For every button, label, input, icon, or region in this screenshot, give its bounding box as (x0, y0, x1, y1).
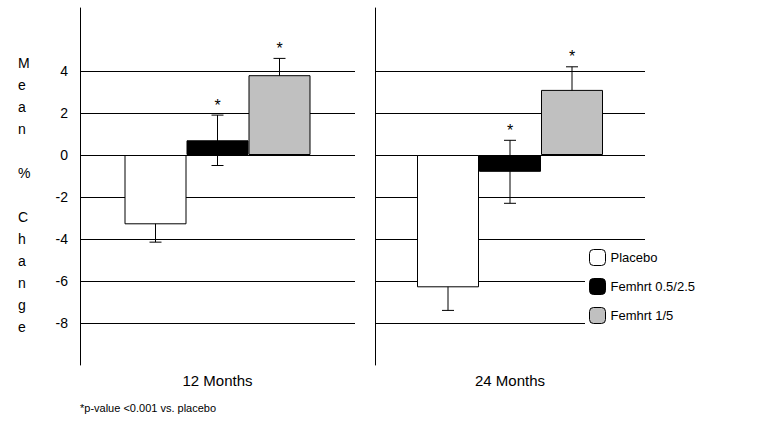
svg-text:*: * (276, 40, 282, 57)
svg-text:-4: -4 (56, 231, 69, 247)
svg-text:h: h (18, 231, 26, 247)
svg-text:n: n (18, 121, 26, 137)
svg-text:Femhrt 0.5/2.5: Femhrt 0.5/2.5 (611, 279, 696, 294)
svg-text:-8: -8 (56, 315, 69, 331)
svg-text:Femhrt 1/5: Femhrt 1/5 (611, 308, 674, 323)
svg-text:12 Months: 12 Months (182, 372, 252, 389)
svg-text:*: * (507, 122, 513, 139)
svg-text:e: e (18, 319, 26, 335)
svg-text:4: 4 (60, 63, 68, 79)
svg-text:*p-value <0.001 vs. placebo: *p-value <0.001 vs. placebo (80, 402, 216, 414)
svg-text:g: g (18, 297, 26, 313)
svg-text:Placebo: Placebo (611, 250, 658, 265)
svg-text:C: C (18, 209, 28, 225)
svg-text:-2: -2 (56, 189, 69, 205)
svg-text:e: e (18, 77, 26, 93)
svg-text:2: 2 (60, 105, 68, 121)
svg-text:a: a (18, 253, 26, 269)
svg-text:M: M (18, 55, 30, 71)
svg-text:24 Months: 24 Months (475, 372, 545, 389)
svg-text:*: * (214, 97, 220, 114)
svg-text:0: 0 (60, 147, 68, 163)
svg-text:*: * (569, 48, 575, 65)
svg-text:-6: -6 (56, 273, 69, 289)
svg-text:a: a (18, 99, 26, 115)
svg-text:%: % (18, 165, 30, 181)
svg-text:n: n (18, 275, 26, 291)
